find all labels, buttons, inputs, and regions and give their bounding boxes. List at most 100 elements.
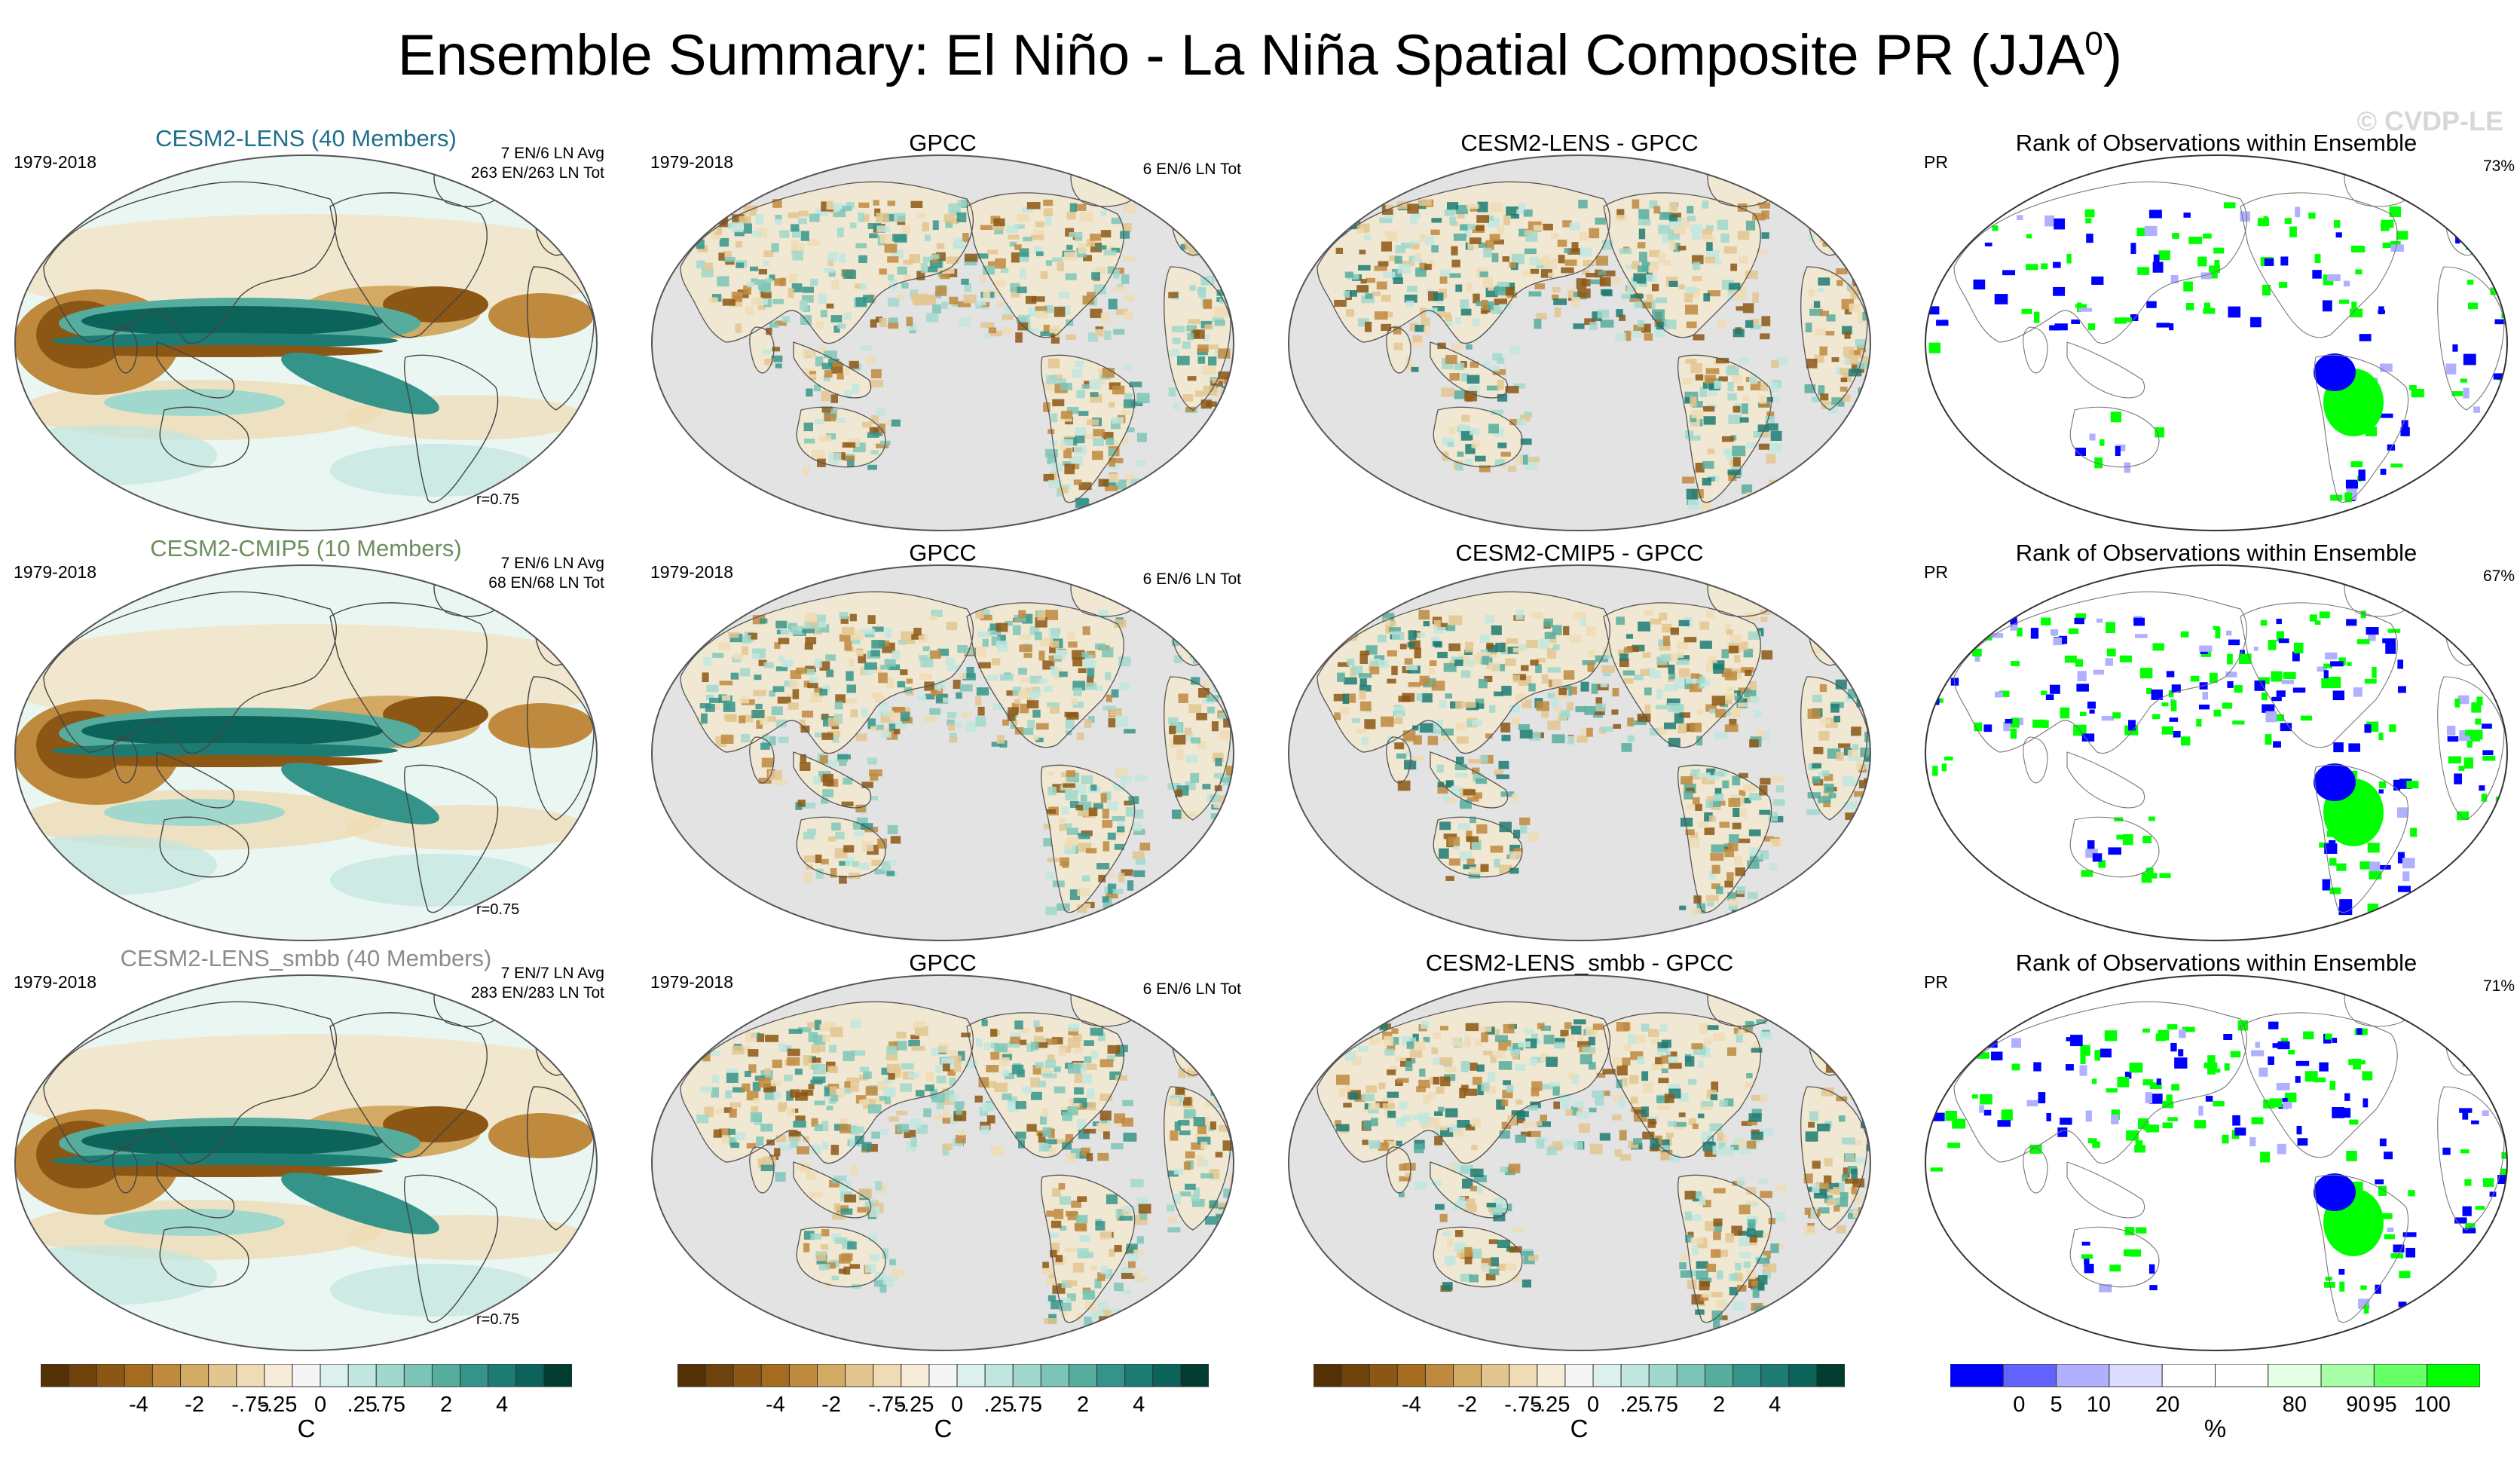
rank-variable: PR <box>1924 972 1948 992</box>
colorbar-obs-swatch <box>873 1363 902 1387</box>
colorbar-rank-swatches <box>1950 1363 2481 1387</box>
colorbar-diff-tick-label: .25 <box>1619 1393 1650 1417</box>
colorbar-rank-tick-label: 10 <box>2086 1393 2111 1417</box>
obs-title: GPCC <box>909 950 977 976</box>
colorbar-model-tick-label: 2 <box>439 1393 453 1417</box>
rank-map <box>1925 564 2508 941</box>
rank-title: Rank of Observations within Ensemble <box>2015 540 2418 566</box>
colorbar-obs-swatch <box>901 1363 930 1387</box>
colorbar-diff-tick-label: -4 <box>1401 1393 1421 1417</box>
colorbar-model-swatch <box>543 1363 573 1387</box>
colorbar-model-swatch <box>40 1363 69 1387</box>
pattern-correlation: r=0.75 <box>476 901 520 918</box>
difference-map <box>1288 154 1871 531</box>
model-title: CESM2-LENS_smbb (40 Members) <box>120 945 492 971</box>
colorbar-diff-tick-label: 0 <box>1586 1393 1600 1417</box>
colorbar-diff-swatch <box>1509 1363 1538 1387</box>
colorbar-obs-tick-label: -4 <box>765 1393 785 1417</box>
colorbar-diff-tick-label: 2 <box>1712 1393 1726 1417</box>
model-title: CESM2-LENS (40 Members) <box>155 125 457 151</box>
rank-percent: 71% <box>2482 977 2515 995</box>
colorbar-rank-swatch <box>2002 1363 2057 1387</box>
model-composite-map <box>14 564 598 941</box>
colorbar-rank-swatch <box>2056 1363 2110 1387</box>
obs-stats: 6 EN/6 LN Tot <box>1142 980 1241 998</box>
diff-title: CESM2-CMIP5 - GPCC <box>1455 540 1704 566</box>
colorbar-diff-swatch <box>1396 1363 1426 1387</box>
colorbar-model-swatch <box>124 1363 153 1387</box>
colorbar-model-swatch <box>488 1363 517 1387</box>
rank-percent: 73% <box>2482 158 2515 175</box>
model-stats-tot: 263 EN/263 LN Tot <box>470 164 604 182</box>
colorbar-obs-swatch <box>705 1363 734 1387</box>
colorbar-rank-swatch <box>2109 1363 2163 1387</box>
colorbar-rank-swatch <box>2215 1363 2269 1387</box>
colorbar-obs-tick-label: 0 <box>950 1393 964 1417</box>
colorbar-model-swatch <box>347 1363 377 1387</box>
colorbar-model-swatch <box>403 1363 433 1387</box>
colorbar-obs-swatch <box>1012 1363 1041 1387</box>
colorbar-diff-swatch <box>1704 1363 1734 1387</box>
colorbar-rank-unit: % <box>2203 1415 2227 1442</box>
colorbar-rank-swatch <box>2268 1363 2322 1387</box>
colorbar-model-swatch <box>151 1363 182 1387</box>
colorbar-diff-swatch <box>1424 1363 1454 1387</box>
colorbar-diff-swatch <box>1564 1363 1594 1387</box>
colorbar-model-tick-label: -.25 <box>259 1393 298 1417</box>
colorbar-diff-swatch <box>1592 1363 1622 1387</box>
colorbar-diff-unit: C <box>1570 1415 1589 1442</box>
model-period: 1979-2018 <box>14 562 96 582</box>
colorbar-rank-tick-label: 90 <box>2346 1393 2371 1417</box>
obs-composite-map <box>651 974 1234 1351</box>
page-title-superscript: 0 <box>2084 25 2103 63</box>
rank-variable: PR <box>1924 562 1948 582</box>
colorbar-obs-swatch <box>1180 1363 1210 1387</box>
colorbar-diff-tick-label: -2 <box>1457 1393 1477 1417</box>
colorbar-model-tick-label: -2 <box>185 1393 204 1417</box>
colorbar-obs-swatch <box>1040 1363 1069 1387</box>
colorbar-obs-tick-label: 4 <box>1133 1393 1145 1417</box>
colorbar-rank-swatch <box>2373 1363 2428 1387</box>
colorbar-model-tick-label: -.75 <box>231 1393 270 1417</box>
colorbar-model-swatch <box>236 1363 265 1387</box>
colorbar-model-tick-label: .75 <box>375 1393 405 1417</box>
obs-title: GPCC <box>909 130 977 156</box>
colorbar-diff-swatch <box>1732 1363 1762 1387</box>
colorbar-rank <box>1950 1363 2481 1393</box>
page-title-close: ) <box>2103 23 2123 87</box>
page-title: Ensemble Summary: El Niño - La Niña Spat… <box>0 23 2520 88</box>
colorbar-model-tick-label: -4 <box>128 1393 148 1417</box>
rank-map <box>1925 154 2508 531</box>
colorbar-obs-swatch <box>984 1363 1014 1387</box>
diff-title: CESM2-LENS - GPCC <box>1460 130 1699 156</box>
colorbar-diff-swatch <box>1453 1363 1482 1387</box>
colorbar-obs <box>677 1363 1210 1393</box>
colorbar-model-swatches <box>40 1363 573 1387</box>
colorbar-obs-tick-label: 2 <box>1076 1393 1090 1417</box>
model-stats-avg: 7 EN/7 LN Avg <box>500 965 604 982</box>
colorbar-model-swatch <box>180 1363 209 1387</box>
colorbar-diff-tick-label: 4 <box>1769 1393 1781 1417</box>
colorbar-model-swatch <box>208 1363 237 1387</box>
model-period: 1979-2018 <box>14 152 96 172</box>
rank-percent: 67% <box>2482 567 2515 585</box>
colorbar-model-tick-label: .25 <box>347 1393 378 1417</box>
colorbar-diff-swatch <box>1313 1363 1342 1387</box>
colorbar-rank-swatch <box>2427 1363 2481 1387</box>
model-stats-tot: 68 EN/68 LN Tot <box>488 574 604 592</box>
obs-composite-map <box>651 154 1234 531</box>
colorbar-diff-swatch <box>1481 1363 1510 1387</box>
colorbar-obs-tick-label: -2 <box>821 1393 841 1417</box>
watermark: © CVDP-LE <box>2356 106 2503 136</box>
rank-title: Rank of Observations within Ensemble <box>2015 130 2418 156</box>
colorbar-model-unit: C <box>297 1415 316 1442</box>
diff-title: CESM2-LENS_smbb - GPCC <box>1425 950 1734 976</box>
colorbar-obs-swatch <box>788 1363 818 1387</box>
colorbar-rank-swatch <box>2161 1363 2216 1387</box>
obs-period: 1979-2018 <box>650 152 733 172</box>
model-period: 1979-2018 <box>14 972 96 992</box>
colorbar-diff <box>1313 1363 1846 1393</box>
colorbar-model-swatch <box>375 1363 405 1387</box>
colorbar-model-swatch <box>292 1363 321 1387</box>
colorbar-diff-tick-label: .75 <box>1647 1393 1678 1417</box>
